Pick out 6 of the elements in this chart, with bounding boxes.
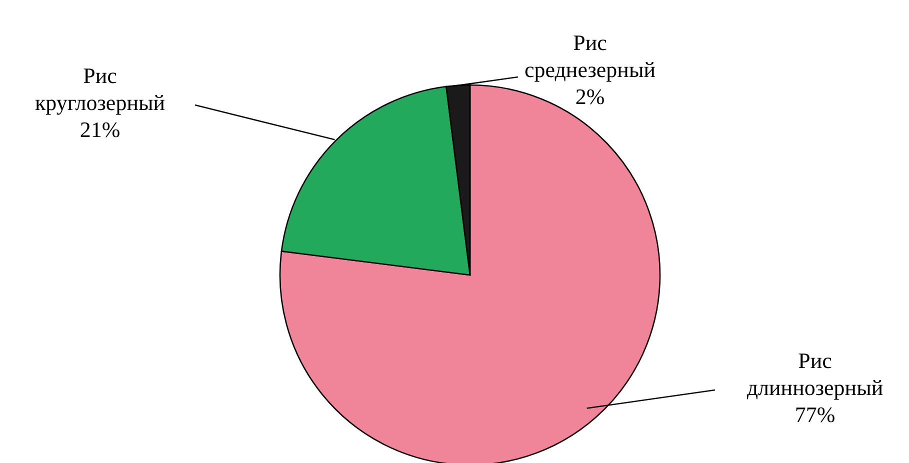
data-label: 2% [575, 84, 605, 110]
data-label: 77% [794, 402, 836, 428]
data-label: 21% [80, 117, 120, 142]
slice-label: Рис круглозерный [34, 63, 166, 116]
slice-label: Рис среднезерный [524, 30, 656, 82]
slice-label: Рис длиннозерный [746, 348, 884, 400]
